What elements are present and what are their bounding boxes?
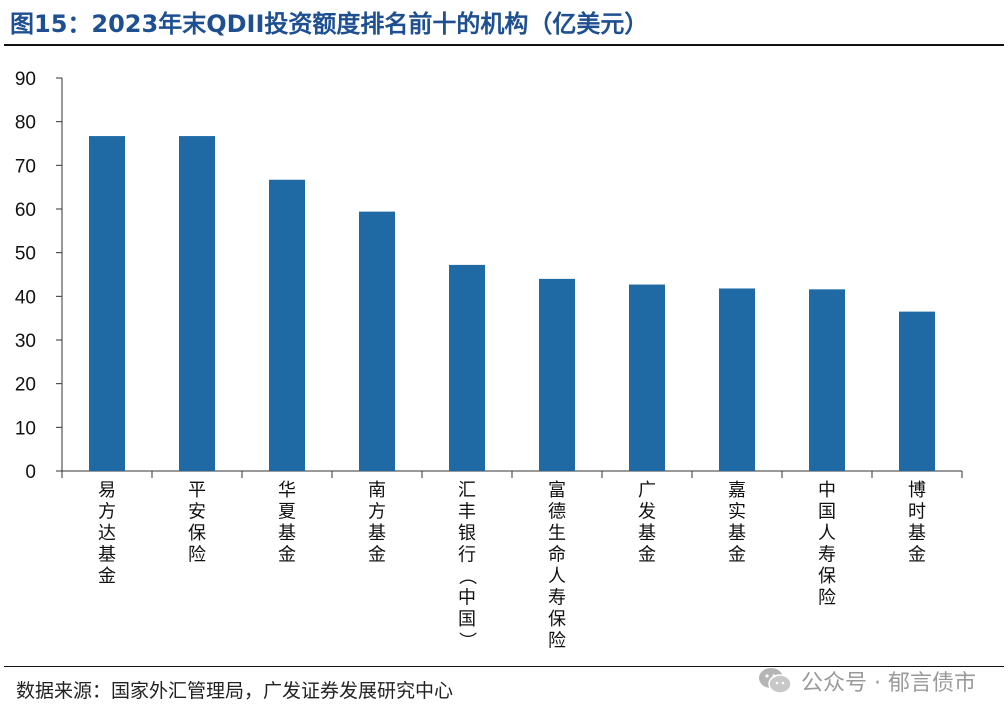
wechat-icon <box>759 668 792 694</box>
svg-text:寿: 寿 <box>548 588 566 609</box>
svg-text:基: 基 <box>368 523 386 544</box>
svg-text:险: 险 <box>548 631 566 652</box>
footer-divider <box>4 666 1004 667</box>
bar <box>719 288 755 471</box>
watermark: 公众号 · 郁言债市 <box>757 665 976 697</box>
y-tick-label: 70 <box>15 156 36 177</box>
svg-text:基: 基 <box>98 545 116 566</box>
svg-text:金: 金 <box>98 566 116 587</box>
svg-text:实: 实 <box>728 502 746 523</box>
svg-text:中: 中 <box>458 588 476 609</box>
svg-text:命: 命 <box>548 545 566 566</box>
svg-text:（: （ <box>456 567 477 585</box>
y-tick-label: 80 <box>15 113 36 134</box>
svg-text:基: 基 <box>728 523 746 544</box>
watermark-text: 公众号 · 郁言债市 <box>801 671 976 696</box>
svg-text:基: 基 <box>908 523 926 544</box>
y-tick-label: 60 <box>15 200 36 221</box>
chart-title: 图15：2023年末QDII投资额度排名前十的机构（亿美元） <box>10 10 649 38</box>
y-tick-label: 90 <box>15 69 36 90</box>
bar <box>899 311 935 471</box>
y-tick-label: 50 <box>15 244 36 265</box>
data-source-note: 数据来源：国家外汇管理局，广发证券发展研究中心 <box>16 680 454 702</box>
svg-text:嘉: 嘉 <box>728 480 746 501</box>
svg-text:金: 金 <box>638 545 656 566</box>
svg-text:博: 博 <box>908 480 926 501</box>
svg-text:汇: 汇 <box>458 480 476 501</box>
bar <box>449 264 485 471</box>
title-divider <box>4 44 1004 46</box>
svg-text:南: 南 <box>368 480 386 501</box>
svg-text:国: 国 <box>818 502 836 523</box>
svg-text:发: 发 <box>638 502 656 523</box>
bar <box>89 136 125 471</box>
bar <box>809 289 845 471</box>
svg-text:金: 金 <box>728 545 746 566</box>
svg-text:行: 行 <box>458 545 476 566</box>
svg-text:国: 国 <box>458 609 476 630</box>
svg-text:保: 保 <box>188 523 206 544</box>
svg-text:人: 人 <box>548 566 566 587</box>
y-tick-label: 20 <box>15 375 36 396</box>
svg-text:金: 金 <box>908 545 926 566</box>
svg-text:寿: 寿 <box>818 545 836 566</box>
bar <box>629 284 665 471</box>
svg-text:广: 广 <box>638 480 656 501</box>
svg-text:金: 金 <box>278 545 296 566</box>
svg-text:华: 华 <box>278 480 296 501</box>
svg-text:达: 达 <box>98 523 116 544</box>
svg-text:险: 险 <box>818 588 836 609</box>
svg-text:保: 保 <box>548 609 566 630</box>
svg-text:德: 德 <box>548 502 566 523</box>
svg-text:基: 基 <box>638 523 656 544</box>
y-tick-label: 30 <box>15 331 36 352</box>
svg-text:人: 人 <box>818 523 836 544</box>
bar <box>269 179 305 471</box>
svg-text:方: 方 <box>368 502 386 523</box>
svg-text:平: 平 <box>188 480 206 501</box>
svg-text:易: 易 <box>98 480 116 501</box>
svg-text:基: 基 <box>278 523 296 544</box>
bar <box>179 136 215 471</box>
svg-text:夏: 夏 <box>278 502 296 523</box>
svg-text:方: 方 <box>98 502 116 523</box>
svg-text:）: ） <box>456 632 477 650</box>
y-tick-label: 10 <box>15 418 36 439</box>
svg-text:银: 银 <box>458 523 476 544</box>
svg-text:时: 时 <box>908 502 926 523</box>
svg-text:富: 富 <box>548 480 566 501</box>
svg-text:金: 金 <box>368 545 386 566</box>
svg-text:丰: 丰 <box>458 502 476 523</box>
svg-text:保: 保 <box>818 566 836 587</box>
svg-text:中: 中 <box>818 480 836 501</box>
bar <box>539 278 575 471</box>
svg-text:险: 险 <box>188 545 206 566</box>
bar <box>359 211 395 471</box>
svg-text:安: 安 <box>188 502 206 523</box>
y-tick-label: 0 <box>25 462 36 483</box>
svg-text:生: 生 <box>548 523 566 544</box>
y-tick-label: 40 <box>15 287 36 308</box>
